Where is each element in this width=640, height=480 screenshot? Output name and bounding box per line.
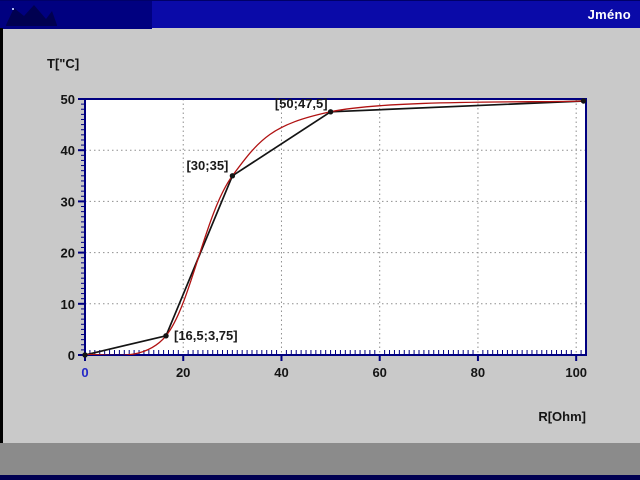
minor-ticks [81, 103, 582, 354]
y-axis-label: T["C] [47, 56, 79, 71]
toolbar: Print Epson HP Nahoru Dolů BMP Menu [0, 443, 640, 476]
x-axis-label: R[Ohm] [538, 409, 586, 424]
bottom-strip [0, 475, 640, 480]
data-point [163, 333, 169, 339]
x-tick-label: 100 [565, 365, 587, 380]
y-tick-label: 0 [68, 348, 75, 363]
x-tick-label: 60 [372, 365, 386, 380]
left-edge-divider [0, 28, 3, 475]
x-tick-label: 20 [176, 365, 190, 380]
x-tick-label: 80 [471, 365, 485, 380]
data-point [229, 173, 236, 179]
series-smooth-fit [85, 100, 584, 355]
point-label: [50;47,5] [275, 96, 328, 111]
y-tick-label: 10 [61, 297, 75, 312]
y-tick-label: 20 [61, 246, 75, 261]
logo-glyph [6, 5, 57, 26]
data-point [580, 98, 587, 104]
tick-labels: 0 20 40 60 80 100 0 10 20 30 40 50 [61, 92, 588, 380]
y-tick-label: 50 [61, 92, 75, 107]
titlebar: Jméno [0, 0, 640, 29]
point-label: [30;35] [186, 158, 228, 173]
point-labels: [16,5;3,75] [30;35] [50;47,5] [174, 96, 328, 343]
x-tick-label: 40 [274, 365, 288, 380]
series-linear-segments [85, 100, 584, 355]
titlebar-left-segment [0, 1, 152, 29]
data-points [82, 98, 587, 358]
point-label: [16,5;3,75] [174, 328, 238, 343]
x-tick-label: 0 [81, 365, 88, 380]
plot-border [84, 98, 587, 356]
y-tick-label: 30 [61, 194, 75, 209]
data-point [82, 352, 88, 358]
y-tick-label: 40 [61, 143, 75, 158]
chart-series [85, 100, 584, 355]
window-title: Jméno [587, 7, 631, 22]
major-ticks [78, 98, 578, 361]
data-point [327, 109, 334, 115]
plot-area [85, 99, 586, 355]
gridlines [85, 98, 586, 355]
